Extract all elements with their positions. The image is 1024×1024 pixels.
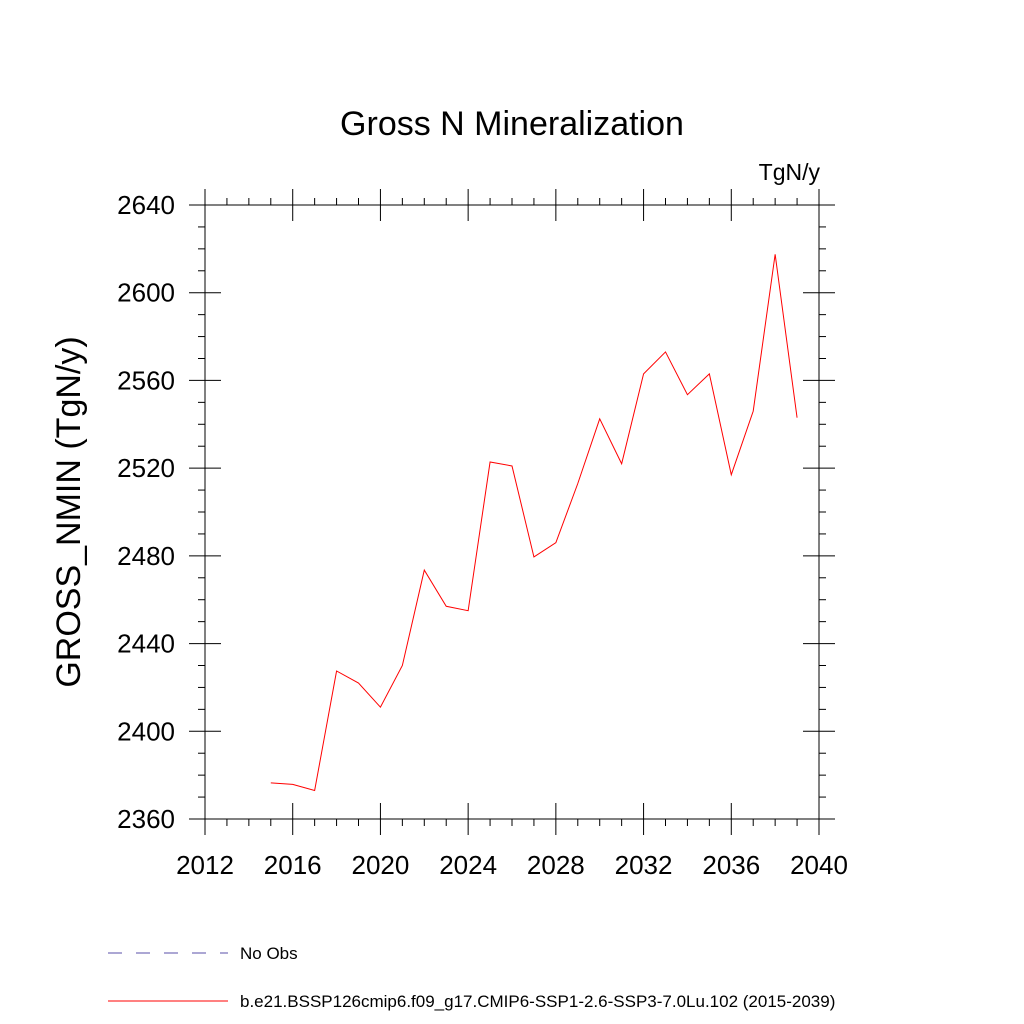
x-tick-label: 2036 <box>702 850 760 880</box>
y-tick-label: 2640 <box>117 190 175 220</box>
x-tick-label: 2040 <box>790 850 848 880</box>
x-tick-label: 2024 <box>439 850 497 880</box>
x-tick-label: 2016 <box>264 850 322 880</box>
y-tick-label: 2400 <box>117 716 175 746</box>
y-axis-label: GROSS_NMIN (TgN/y) <box>50 336 88 687</box>
legend-label: No Obs <box>240 944 298 963</box>
units-label: TgN/y <box>759 159 821 185</box>
legend: No Obs b.e21.BSSP126cmip6.f09_g17.CMIP6-S… <box>108 944 835 1011</box>
x-tick-label: 2028 <box>527 850 585 880</box>
x-tick-label: 2012 <box>176 850 234 880</box>
x-tick-label: 2032 <box>615 850 673 880</box>
y-tick-label: 2600 <box>117 278 175 308</box>
y-tick-label: 2360 <box>117 804 175 834</box>
y-tick-labels: 2360 2400 2440 2480 2520 2560 2600 2640 <box>117 190 175 834</box>
y-tick-label: 2440 <box>117 629 175 659</box>
y-tick-label: 2560 <box>117 365 175 395</box>
x-tick-label: 2020 <box>352 850 410 880</box>
chart-title: Gross N Mineralization <box>340 105 684 143</box>
y-tick-label: 2480 <box>117 541 175 571</box>
plot-frame <box>204 204 820 820</box>
series-line-1 <box>270 254 798 792</box>
legend-label: b.e21.BSSP126cmip6.f09_g17.CMIP6-SSP1-2.… <box>240 992 835 1011</box>
x-tick-labels: 2012 2016 2020 2024 2028 2032 2036 2040 <box>176 850 848 880</box>
series-lines <box>270 254 798 792</box>
axis-ticks <box>189 189 835 835</box>
y-tick-label: 2520 <box>117 453 175 483</box>
